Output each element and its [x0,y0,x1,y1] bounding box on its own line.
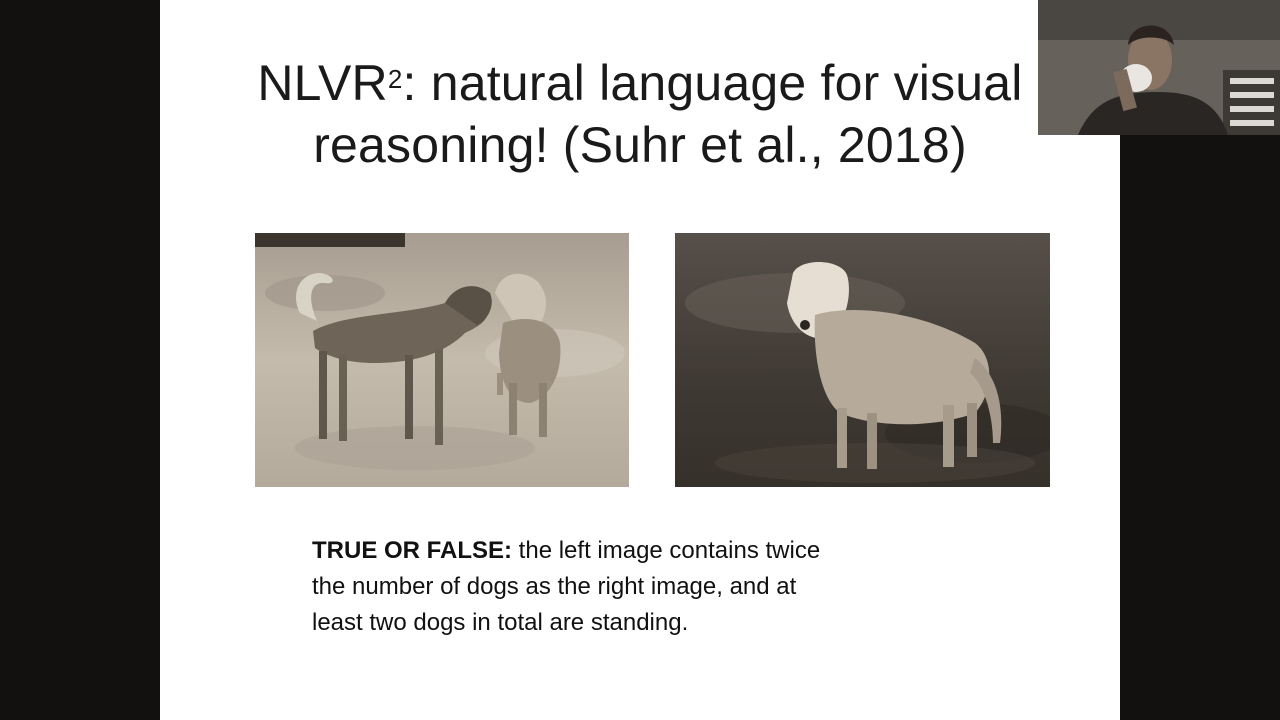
title-prefix: NLVR [257,55,388,111]
title-line1-rest: : natural language for visual [402,55,1023,111]
slide-title: NLVR2: natural language for visual reaso… [160,52,1120,176]
slide: NLVR2: natural language for visual reaso… [160,0,1120,720]
title-line-2: reasoning! (Suhr et al., 2018) [313,117,967,173]
true-false-question: TRUE OR FALSE: the left image contains t… [312,533,972,641]
title-superscript: 2 [387,64,403,94]
question-line-1: the left image contains twice [512,537,821,564]
webcam-feed [1038,0,1280,135]
right-dog-photo [675,233,1050,487]
title-line-1: NLVR2: natural language for visual [160,52,1120,114]
left-dogs-photo [255,233,629,487]
question-label: TRUE OR FALSE: [312,537,513,564]
question-line-3: least two dogs in total are standing. [312,609,689,636]
question-line-2: the number of dogs as the right image, a… [312,573,797,600]
